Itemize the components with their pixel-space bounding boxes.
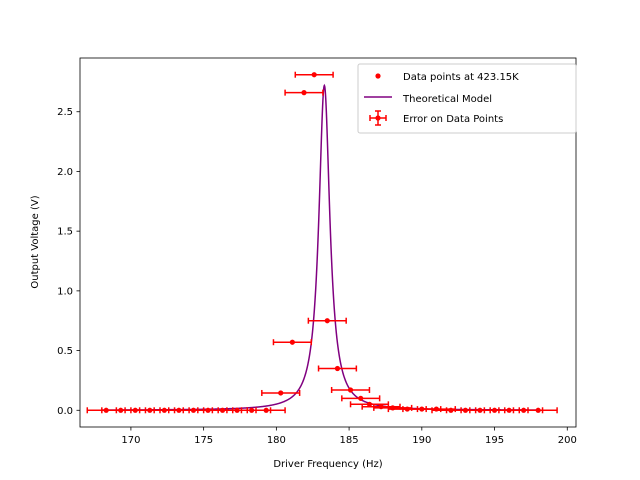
y-axis-label: Output Voltage (V) [30,195,41,288]
data-point-marker [278,390,284,396]
legend-label-data-points: Data points at 423.15K [403,72,519,83]
data-point [272,339,313,346]
y-tick-label: 0.5 [57,346,73,357]
data-point-marker [535,407,541,413]
data-point-marker [366,401,373,407]
x-tick-label: 175 [194,435,213,446]
legend-label-model: Theoretical Model [402,94,492,105]
data-point-marker [263,407,269,413]
legend-marker-errorbar [369,110,387,126]
x-tick-label: 195 [485,435,504,446]
x-axis-label: Driver Frequency (Hz) [273,459,382,470]
y-tick-label: 1.0 [57,286,73,297]
data-point [307,317,347,324]
x-tick-label: 180 [267,435,286,446]
y-tick-label: 1.5 [57,227,73,238]
data-point [330,386,371,393]
data-point-marker [358,395,364,401]
data-point [284,89,324,96]
legend-box [357,63,577,134]
data-point [261,389,301,396]
data-point-marker [311,72,317,78]
data-point [294,71,334,78]
legend-label-errorbars: Error on Data Points [403,114,503,125]
data-point [341,395,381,402]
y-tick-label: 2.0 [57,167,73,178]
data-points-layer [86,71,558,414]
data-point-marker [324,318,330,324]
legend-marker-data-points [375,73,381,79]
x-tick-label: 190 [412,435,431,446]
axes-frame [79,57,577,428]
data-point-marker [347,387,354,393]
data-point-marker [289,339,295,345]
x-tick-label: 200 [558,435,577,446]
x-tick-label: 170 [121,435,140,446]
data-point-marker [334,365,341,372]
data-point [246,407,286,414]
data-point [317,365,358,372]
legend: Data points at 423.15K Theoretical Model… [357,63,577,134]
y-tick-label: 2.5 [57,107,73,118]
data-point-marker [301,90,307,96]
data-point [518,407,558,414]
y-tick-label: 0.0 [57,406,73,417]
x-tick-label: 185 [340,435,359,446]
axes: 170 175 180 185 190 195 200 0.0 0.5 1.0 1.5 2.0 2.5 [57,57,577,446]
